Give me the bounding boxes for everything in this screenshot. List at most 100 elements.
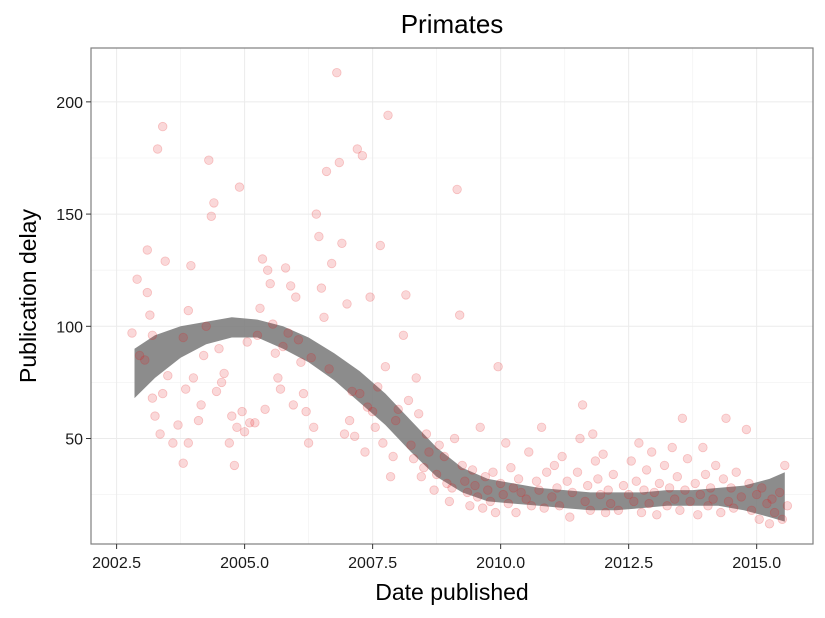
data-point bbox=[662, 501, 672, 511]
data-point bbox=[593, 474, 603, 484]
data-point bbox=[414, 409, 424, 419]
data-point bbox=[134, 350, 145, 361]
data-point bbox=[204, 155, 214, 165]
data-point bbox=[365, 292, 375, 302]
data-point bbox=[557, 451, 567, 462]
data-point bbox=[600, 507, 611, 518]
data-point bbox=[670, 494, 680, 504]
data-point bbox=[255, 303, 265, 314]
data-point bbox=[549, 460, 560, 471]
y-tick-label: 100 bbox=[56, 319, 83, 336]
data-point bbox=[147, 393, 158, 403]
data-point bbox=[160, 256, 170, 266]
data-point bbox=[298, 388, 309, 399]
data-point bbox=[142, 245, 153, 255]
data-point bbox=[360, 447, 370, 457]
data-point bbox=[685, 496, 695, 507]
data-point bbox=[613, 505, 624, 516]
data-point bbox=[332, 67, 342, 78]
data-point bbox=[462, 487, 473, 498]
data-point bbox=[470, 480, 480, 491]
data-point bbox=[752, 489, 762, 500]
data-point bbox=[554, 501, 565, 511]
data-point bbox=[639, 485, 649, 495]
data-point bbox=[767, 494, 777, 504]
data-point bbox=[452, 184, 462, 195]
chart-title: Primates bbox=[401, 9, 504, 39]
data-point bbox=[664, 483, 675, 493]
x-axis: 2002.5 2005.0 2007.5 2010.0 2012.5 2015.0 bbox=[92, 544, 781, 572]
data-point bbox=[508, 483, 519, 493]
data-point bbox=[242, 337, 252, 347]
data-point bbox=[183, 438, 194, 448]
data-point bbox=[263, 265, 273, 275]
data-point bbox=[693, 510, 703, 520]
data-point bbox=[252, 330, 263, 341]
smooth-band-layer bbox=[134, 317, 785, 522]
data-point bbox=[403, 395, 414, 406]
data-point bbox=[565, 512, 575, 522]
data-point bbox=[155, 429, 165, 439]
y-axis-title: Publication delay bbox=[15, 209, 41, 383]
data-point bbox=[344, 415, 355, 426]
data-point bbox=[575, 433, 585, 444]
data-point bbox=[237, 406, 247, 417]
data-point bbox=[677, 413, 688, 424]
data-point bbox=[398, 330, 409, 341]
data-point bbox=[201, 321, 211, 332]
data-point bbox=[250, 418, 260, 428]
data-point bbox=[127, 328, 137, 338]
data-point bbox=[483, 485, 493, 495]
data-point bbox=[373, 382, 383, 392]
data-point bbox=[419, 463, 429, 473]
data-point bbox=[746, 505, 757, 516]
data-point bbox=[472, 492, 483, 502]
data-point bbox=[606, 498, 616, 509]
data-point bbox=[265, 279, 275, 289]
data-point bbox=[178, 458, 188, 468]
data-point bbox=[367, 406, 378, 417]
data-point bbox=[521, 494, 531, 504]
data-point bbox=[736, 492, 747, 502]
data-point bbox=[375, 240, 386, 251]
data-point bbox=[198, 350, 209, 361]
data-point bbox=[219, 368, 229, 379]
data-point bbox=[782, 501, 793, 511]
data-point bbox=[467, 465, 478, 475]
data-point bbox=[324, 364, 334, 374]
data-point bbox=[480, 472, 491, 482]
data-point bbox=[626, 456, 636, 466]
data-point bbox=[280, 263, 291, 273]
data-point bbox=[314, 231, 324, 242]
data-point bbox=[244, 418, 255, 428]
data-point bbox=[385, 472, 396, 482]
data-point bbox=[516, 487, 526, 498]
data-point bbox=[270, 348, 281, 358]
data-point bbox=[588, 429, 598, 439]
data-point bbox=[629, 496, 639, 507]
data-point bbox=[214, 344, 224, 354]
data-point bbox=[296, 357, 306, 367]
data-point bbox=[757, 483, 767, 493]
data-point bbox=[209, 198, 219, 208]
data-point bbox=[721, 413, 731, 424]
data-point bbox=[667, 442, 677, 453]
data-point bbox=[306, 353, 316, 363]
points-layer bbox=[127, 67, 793, 529]
data-point bbox=[682, 454, 693, 464]
x-tick-label: 2007.5 bbox=[348, 555, 397, 572]
data-point bbox=[608, 469, 619, 480]
data-point bbox=[286, 281, 296, 291]
data-point bbox=[401, 290, 411, 300]
data-point bbox=[431, 469, 442, 480]
data-point bbox=[439, 451, 450, 462]
data-point bbox=[275, 384, 286, 394]
data-point bbox=[705, 483, 716, 493]
data-point bbox=[442, 478, 452, 489]
data-point bbox=[598, 449, 608, 459]
data-point bbox=[142, 287, 153, 298]
plot-border bbox=[90, 47, 814, 545]
data-point bbox=[531, 476, 542, 486]
data-point bbox=[547, 492, 557, 502]
